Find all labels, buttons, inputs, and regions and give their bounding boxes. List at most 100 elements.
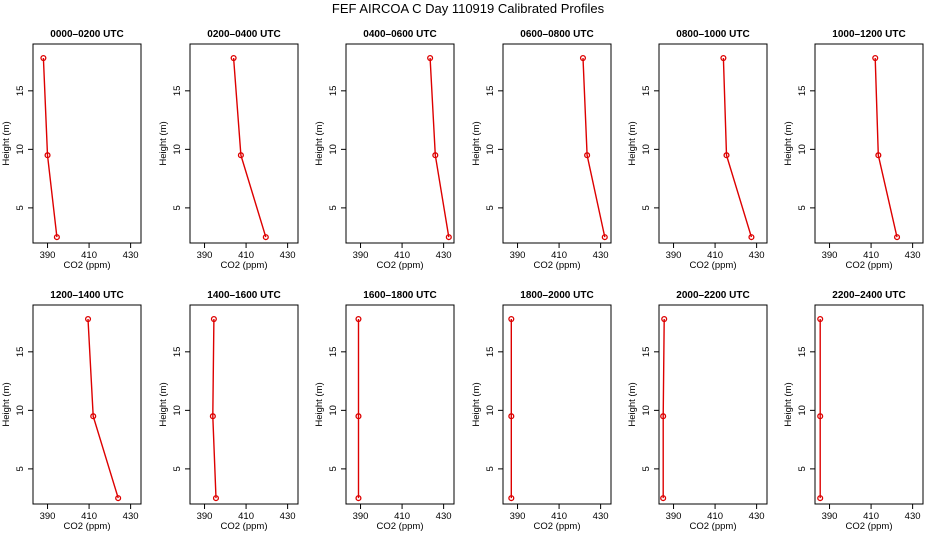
y-tick-label: 15: [641, 347, 652, 358]
x-axis-label: CO2 (ppm): [377, 260, 424, 271]
x-tick-label: 410: [551, 250, 567, 261]
x-tick-label: 430: [436, 250, 452, 261]
y-axis-label: Height (m): [314, 121, 325, 165]
y-tick-label: 15: [485, 86, 496, 97]
panel-title: 0000–0200 UTC: [50, 29, 123, 40]
x-tick-label: 430: [593, 511, 609, 522]
y-axis-label: Height (m): [627, 121, 638, 165]
data-point: [210, 315, 217, 323]
panel-title: 0600–0800 UTC: [520, 29, 593, 40]
panel-1: 0000–0200 UTC 390 410 430 CO2 (ppm) 5 10 15 Heig…: [1, 29, 142, 271]
x-axis-label: CO2 (ppm): [221, 521, 268, 532]
y-axis-label: Height (m): [314, 382, 325, 426]
y-tick-label: 10: [797, 144, 808, 155]
panel-title: 1600–1800 UTC: [363, 290, 436, 301]
x-axis-label: CO2 (ppm): [221, 260, 268, 271]
x-axis-label: CO2 (ppm): [846, 260, 893, 271]
y-tick-label: 10: [172, 405, 183, 416]
y-tick-label: 10: [485, 144, 496, 155]
x-tick-label: 430: [749, 511, 765, 522]
x-axis-label: CO2 (ppm): [534, 260, 581, 271]
y-axis-label: Height (m): [783, 121, 794, 165]
data-point: [237, 152, 244, 159]
y-tick-label: 10: [485, 405, 496, 416]
x-tick-label: 390: [197, 250, 213, 261]
panel-7: 1200–1400 UTC 390 410 430 CO2 (ppm) 5 10 15 Heig…: [1, 290, 142, 532]
plot-frame: [189, 304, 299, 505]
panel-title: 0200–0400 UTC: [207, 29, 280, 40]
x-tick-label: 430: [436, 511, 452, 522]
plot-frame: [189, 43, 299, 244]
data-point: [262, 234, 269, 241]
x-tick-label: 430: [749, 250, 765, 261]
y-tick-label: 15: [172, 86, 183, 97]
data-point: [432, 152, 439, 159]
y-tick-label: 15: [797, 86, 808, 97]
panel-8: 1400–1600 UTC 390 410 430 CO2 (ppm) 5 10 15 Heig…: [158, 290, 299, 532]
panel-title: 1800–2000 UTC: [520, 290, 593, 301]
y-tick-label: 5: [797, 205, 808, 210]
data-point: [817, 495, 824, 502]
y-tick-label: 10: [328, 405, 339, 416]
y-axis-label: Height (m): [471, 382, 482, 426]
x-tick-label: 410: [81, 511, 97, 522]
data-point: [661, 315, 668, 323]
panel-title: 1400–1600 UTC: [207, 290, 280, 301]
plot-frame: [658, 43, 768, 244]
profile-line: [582, 57, 606, 238]
x-tick-label: 390: [40, 511, 56, 522]
x-tick-label: 410: [238, 250, 254, 261]
y-tick-label: 15: [797, 347, 808, 358]
x-axis-label: CO2 (ppm): [377, 521, 424, 532]
x-axis-label: CO2 (ppm): [534, 521, 581, 532]
data-point: [53, 234, 60, 241]
x-tick-label: 410: [81, 250, 97, 261]
panel-5: 0800–1000 UTC 390 410 430 CO2 (ppm) 5 10 15 Heig…: [627, 29, 768, 271]
x-tick-label: 410: [863, 511, 879, 522]
data-point: [90, 413, 97, 420]
profile-line: [232, 57, 267, 238]
x-tick-label: 410: [394, 511, 410, 522]
x-tick-label: 390: [822, 511, 838, 522]
y-axis-label: Height (m): [471, 121, 482, 165]
data-point: [40, 54, 47, 62]
x-tick-label: 390: [510, 250, 526, 261]
y-tick-label: 5: [641, 205, 652, 210]
panel-title: 0800–1000 UTC: [676, 29, 749, 40]
plot-frame: [814, 304, 924, 505]
y-axis-label: Height (m): [627, 382, 638, 426]
panel-title: 2000–2200 UTC: [676, 290, 749, 301]
y-tick-label: 5: [641, 466, 652, 471]
plot-frame: [502, 43, 612, 244]
y-tick-label: 15: [15, 347, 26, 358]
profile-line: [662, 318, 665, 499]
data-point: [508, 413, 515, 420]
plot-frame: [345, 304, 455, 505]
plot-frame: [32, 43, 142, 244]
x-tick-label: 410: [551, 511, 567, 522]
data-point: [872, 54, 879, 62]
x-axis-label: CO2 (ppm): [64, 521, 111, 532]
y-tick-label: 5: [485, 466, 496, 471]
data-point: [579, 54, 587, 62]
x-tick-label: 410: [707, 250, 723, 261]
x-axis-label: CO2 (ppm): [690, 260, 737, 271]
data-point: [817, 315, 824, 323]
profile-line: [722, 57, 753, 238]
profile-line: [42, 57, 58, 238]
x-tick-label: 390: [353, 511, 369, 522]
x-tick-label: 430: [123, 511, 139, 522]
y-tick-label: 15: [641, 86, 652, 97]
x-tick-label: 410: [238, 511, 254, 522]
profile-line: [429, 57, 450, 238]
panel-12: 2200–2400 UTC 390 410 430 CO2 (ppm) 5 10 15 Heig…: [783, 290, 924, 532]
x-tick-label: 390: [510, 511, 526, 522]
data-point: [584, 152, 591, 159]
y-tick-label: 15: [328, 347, 339, 358]
data-point: [660, 413, 667, 420]
panel-10: 1800–2000 UTC 390 410 430 CO2 (ppm) 5 10 15 Heig…: [471, 290, 612, 532]
x-tick-label: 390: [666, 511, 682, 522]
x-tick-label: 410: [707, 511, 723, 522]
y-tick-label: 10: [172, 144, 183, 155]
